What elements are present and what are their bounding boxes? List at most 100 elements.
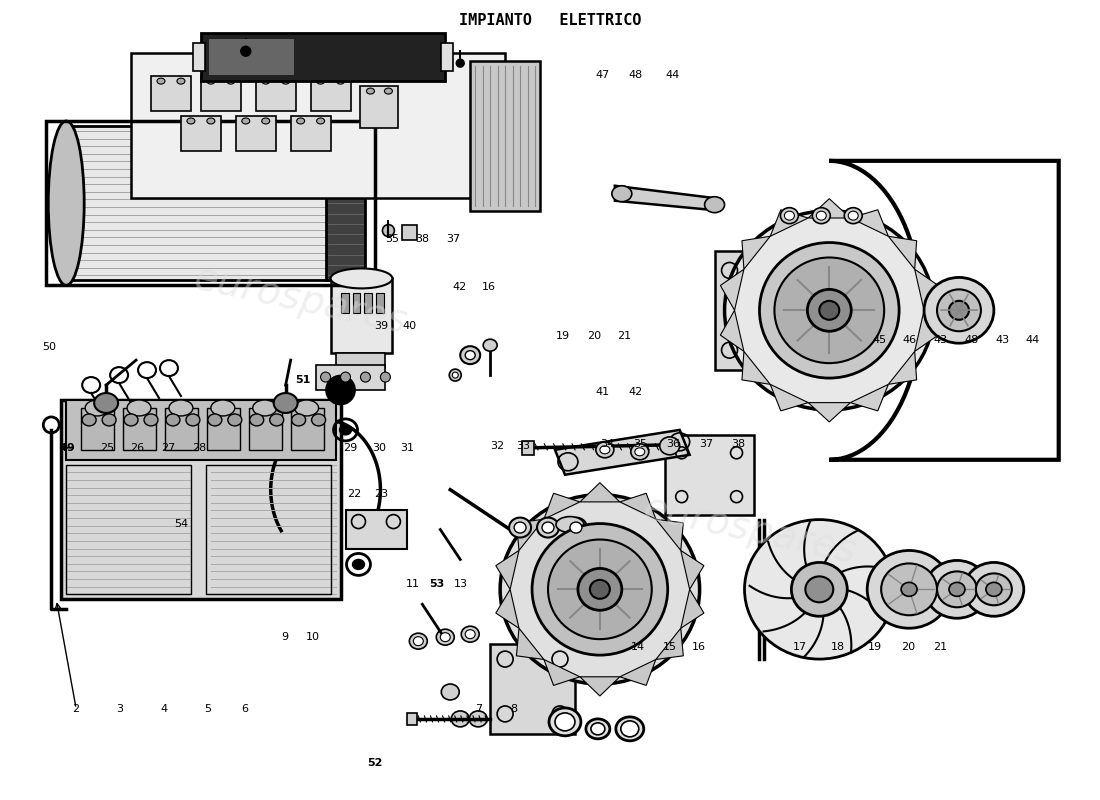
- Bar: [715, 250, 769, 370]
- Bar: [62, 126, 361, 281]
- Ellipse shape: [848, 211, 858, 220]
- Text: 45: 45: [872, 335, 887, 346]
- Bar: [249, 408, 282, 450]
- Ellipse shape: [451, 711, 470, 727]
- Text: 49: 49: [59, 443, 75, 453]
- Bar: [336, 353, 385, 368]
- Text: 14: 14: [630, 642, 645, 652]
- Ellipse shape: [48, 121, 85, 286]
- Ellipse shape: [556, 517, 584, 533]
- Polygon shape: [889, 351, 916, 384]
- Ellipse shape: [725, 210, 934, 410]
- Text: 20: 20: [586, 331, 601, 342]
- Bar: [522, 441, 534, 455]
- Ellipse shape: [784, 211, 794, 220]
- Bar: [46, 121, 375, 286]
- Ellipse shape: [383, 225, 395, 237]
- Text: 47: 47: [595, 70, 609, 80]
- Ellipse shape: [384, 88, 393, 94]
- Bar: [206, 465, 331, 594]
- Ellipse shape: [414, 637, 424, 646]
- Ellipse shape: [556, 713, 575, 731]
- Text: 30: 30: [372, 443, 386, 453]
- Ellipse shape: [791, 562, 847, 616]
- Ellipse shape: [381, 372, 390, 382]
- Polygon shape: [770, 210, 808, 236]
- Ellipse shape: [208, 414, 222, 426]
- Bar: [66, 465, 191, 594]
- Polygon shape: [850, 384, 889, 411]
- Bar: [180, 116, 221, 151]
- Ellipse shape: [241, 46, 251, 56]
- Polygon shape: [681, 550, 704, 590]
- Ellipse shape: [186, 414, 200, 426]
- Ellipse shape: [548, 539, 651, 639]
- Text: 21: 21: [934, 642, 948, 652]
- Ellipse shape: [881, 563, 937, 615]
- Polygon shape: [915, 270, 938, 310]
- Ellipse shape: [901, 582, 917, 596]
- Polygon shape: [741, 236, 770, 270]
- Text: 22: 22: [348, 489, 362, 499]
- Ellipse shape: [124, 414, 138, 426]
- Text: 44: 44: [1025, 335, 1040, 346]
- Ellipse shape: [867, 550, 952, 628]
- Text: 21: 21: [617, 331, 631, 342]
- Ellipse shape: [228, 414, 242, 426]
- Text: 18: 18: [830, 642, 845, 652]
- Ellipse shape: [452, 372, 459, 378]
- Text: 23: 23: [374, 489, 388, 499]
- Ellipse shape: [282, 78, 289, 84]
- Ellipse shape: [570, 522, 582, 533]
- Bar: [341, 294, 349, 314]
- Text: 27: 27: [161, 443, 175, 453]
- Bar: [352, 294, 361, 314]
- Ellipse shape: [465, 630, 475, 638]
- Ellipse shape: [409, 633, 427, 649]
- Ellipse shape: [976, 574, 1012, 606]
- Text: 38: 38: [416, 234, 430, 244]
- Ellipse shape: [82, 414, 96, 426]
- Text: 19: 19: [868, 642, 882, 652]
- Ellipse shape: [337, 78, 344, 84]
- Text: 48: 48: [965, 335, 979, 346]
- Polygon shape: [720, 310, 744, 351]
- Ellipse shape: [341, 372, 351, 382]
- Ellipse shape: [805, 576, 834, 602]
- Ellipse shape: [207, 78, 215, 84]
- Ellipse shape: [441, 684, 459, 700]
- Text: 37: 37: [447, 234, 461, 244]
- Bar: [66, 400, 336, 460]
- Bar: [316, 365, 385, 390]
- Ellipse shape: [250, 414, 264, 426]
- Bar: [151, 76, 191, 111]
- Ellipse shape: [211, 400, 234, 416]
- Ellipse shape: [600, 446, 609, 454]
- Bar: [310, 76, 351, 111]
- Ellipse shape: [320, 372, 331, 382]
- Ellipse shape: [635, 448, 645, 456]
- Text: 28: 28: [191, 443, 206, 453]
- Ellipse shape: [262, 118, 270, 124]
- Ellipse shape: [745, 519, 894, 659]
- Bar: [403, 225, 417, 239]
- Text: 11: 11: [406, 579, 420, 589]
- Polygon shape: [656, 519, 683, 550]
- Text: 9: 9: [280, 632, 288, 642]
- Ellipse shape: [331, 269, 393, 288]
- Ellipse shape: [440, 633, 450, 642]
- Text: 42: 42: [453, 282, 468, 292]
- Ellipse shape: [352, 559, 364, 570]
- Ellipse shape: [102, 414, 117, 426]
- Text: 19: 19: [557, 331, 570, 342]
- Ellipse shape: [274, 393, 298, 413]
- Bar: [131, 54, 505, 198]
- Ellipse shape: [262, 78, 270, 84]
- Text: 31: 31: [400, 443, 415, 453]
- Ellipse shape: [660, 437, 680, 455]
- Ellipse shape: [297, 118, 305, 124]
- Bar: [123, 408, 156, 450]
- Bar: [290, 116, 331, 151]
- Bar: [470, 61, 540, 210]
- Bar: [192, 43, 205, 71]
